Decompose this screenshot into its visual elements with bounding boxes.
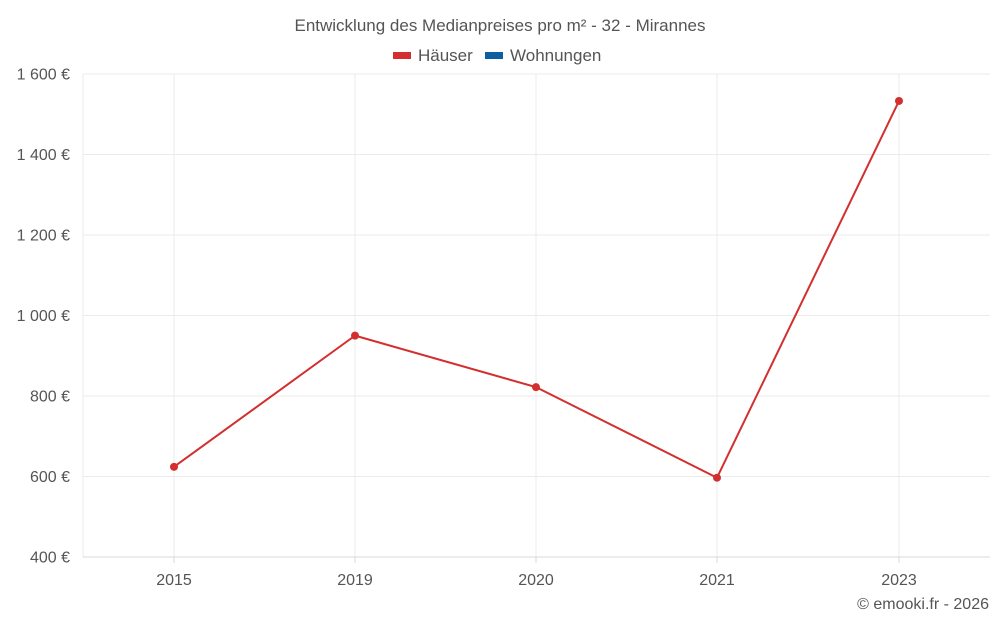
data-points xyxy=(170,96,903,482)
grid-lines xyxy=(82,73,990,557)
credit-text: © emooki.fr - 2026 xyxy=(857,596,989,613)
data-point[interactable] xyxy=(351,331,359,340)
y-tick-label: 1 600 € xyxy=(17,67,70,84)
x-tick-label: 2015 xyxy=(156,572,192,589)
data-point[interactable] xyxy=(170,462,178,471)
legend[interactable]: Häuser Wohnungen xyxy=(393,46,601,65)
data-point[interactable] xyxy=(713,473,721,482)
legend-label: Wohnungen xyxy=(510,46,601,65)
legend-swatch xyxy=(393,52,411,59)
x-tick-label: 2021 xyxy=(699,572,735,589)
chart-title: Entwicklung des Medianpreises pro m² - 3… xyxy=(294,16,705,35)
legend-label: Häuser xyxy=(418,46,473,65)
y-tick-label: 1 400 € xyxy=(17,147,70,164)
legend-item[interactable]: Häuser xyxy=(393,46,473,65)
axes: 400 € 600 € 800 € 1 000 € 1 200 € 1 400 € 1 60… xyxy=(17,67,990,589)
data-point[interactable] xyxy=(895,96,903,105)
x-tick-label: 2023 xyxy=(881,572,917,589)
x-tick-label: 2020 xyxy=(518,572,554,589)
x-tick-label: 2019 xyxy=(337,572,373,589)
legend-swatch xyxy=(485,52,503,59)
y-tick-label: 600 € xyxy=(30,469,70,486)
y-tick-label: 1 000 € xyxy=(17,308,70,325)
y-tick-label: 400 € xyxy=(30,550,70,567)
legend-item[interactable]: Wohnungen xyxy=(485,46,601,65)
y-tick-label: 800 € xyxy=(30,389,70,406)
y-tick-label: 1 200 € xyxy=(17,228,70,245)
data-point[interactable] xyxy=(532,383,540,392)
